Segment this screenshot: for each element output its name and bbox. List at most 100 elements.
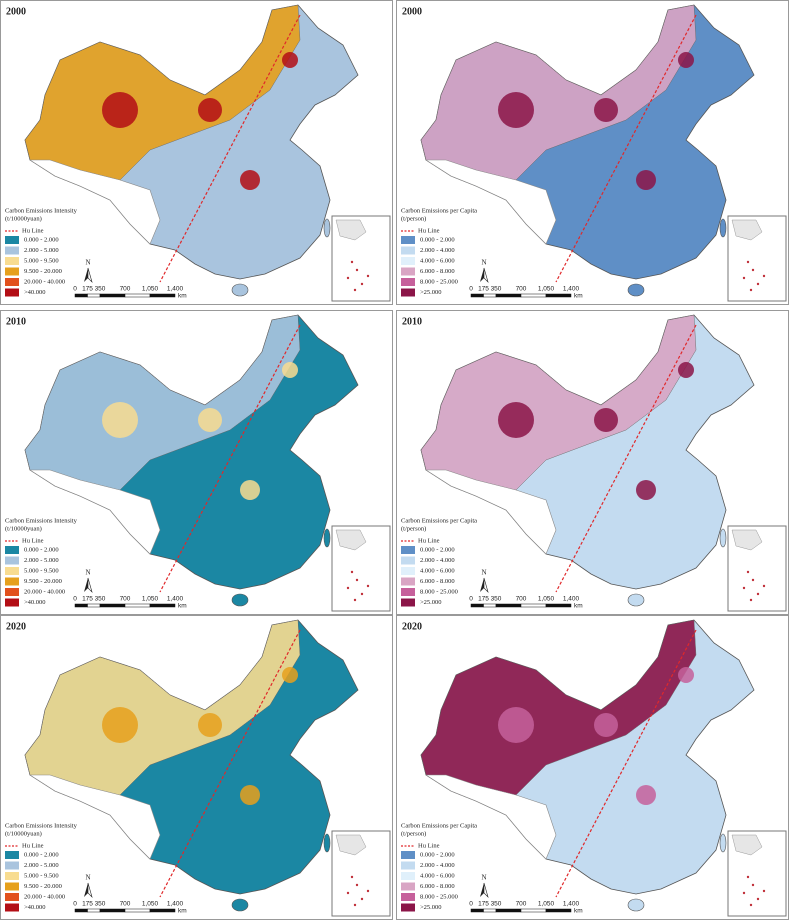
scale-label: 0	[73, 596, 77, 603]
scale-label: 1,400	[563, 596, 580, 603]
scale-label: 1,400	[563, 901, 580, 908]
scale-segment	[124, 603, 151, 608]
inset-island	[350, 875, 354, 879]
legend-title: Carbon Emissions per Capita	[401, 822, 477, 829]
legend-title: (t/10000yuan)	[5, 525, 42, 532]
north-arrow	[87, 267, 93, 284]
inset-island	[749, 288, 753, 292]
legend-swatch	[401, 278, 415, 286]
legend-swatch	[5, 893, 19, 901]
legend-label: >25.000	[420, 599, 442, 606]
scale-label: 175	[82, 286, 93, 293]
legend-label: 9.500 - 20.000	[24, 883, 62, 890]
inset-island	[355, 883, 359, 887]
region-patch	[636, 170, 656, 190]
legend-swatch	[401, 567, 415, 575]
scale-segment	[99, 908, 126, 913]
scale-label: 0	[469, 901, 473, 908]
legend-swatch	[401, 872, 415, 880]
legend-title: (t/10000yuan)	[5, 830, 42, 837]
hainan	[231, 898, 249, 912]
north-label: N	[481, 259, 486, 267]
scale-segment	[124, 293, 151, 298]
scale-label: 1,050	[142, 286, 159, 293]
inset-island	[762, 889, 766, 893]
region-patch	[240, 170, 260, 190]
scale-label: 0	[469, 286, 473, 293]
inset-island	[366, 889, 370, 893]
legend-title: (t/person)	[401, 215, 426, 222]
excluded-region	[424, 469, 557, 555]
scale-unit: km	[574, 293, 583, 300]
legend-label: 0.000 - 2.000	[420, 546, 455, 553]
scale-segment	[495, 908, 522, 913]
legend-label: >40.000	[24, 904, 46, 911]
panel-year: 2010	[402, 316, 422, 327]
hainan	[627, 898, 645, 912]
inset-island	[350, 570, 354, 574]
inset-island	[353, 598, 357, 602]
legend-swatch	[5, 257, 19, 265]
scale-segment	[520, 603, 547, 608]
scale-segment	[483, 908, 497, 913]
scale-segment	[74, 603, 88, 608]
scale-unit: km	[178, 603, 187, 610]
legend-label: 20.000 - 40.000	[24, 278, 65, 285]
scale-unit: km	[178, 908, 187, 915]
legend-label: 2.000 - 5.000	[24, 862, 59, 869]
scale-segment	[74, 908, 88, 913]
inset-island	[360, 592, 364, 596]
region-patch	[282, 362, 298, 378]
north-arrow	[84, 268, 88, 282]
region-fill	[24, 619, 301, 802]
excluded-region	[424, 774, 557, 860]
hu-line	[555, 14, 697, 283]
inset-island	[749, 903, 753, 907]
legend-title: Carbon Emissions per Capita	[401, 207, 477, 214]
scale-label: 1,050	[538, 286, 555, 293]
inset-island	[751, 578, 755, 582]
legend-swatch	[401, 588, 415, 596]
inset-island	[742, 586, 746, 590]
scale-unit: km	[574, 908, 583, 915]
legend-label: 5.000 - 9.500	[24, 257, 59, 264]
scale-label: 350	[95, 901, 106, 908]
legend-swatch	[401, 288, 415, 297]
region-patch	[594, 713, 618, 737]
map-panel: 2020 Carbon Emissions Intensity(t/10000yu…	[0, 615, 393, 920]
region-patch	[678, 362, 694, 378]
legend-swatch	[401, 577, 415, 586]
inset-island	[346, 586, 350, 590]
inset-island	[751, 268, 755, 272]
legend-label: 4.000 - 6.000	[420, 872, 455, 879]
inset-land	[731, 529, 763, 551]
region-patch	[636, 480, 656, 500]
legend-swatch	[401, 598, 415, 607]
legend-swatch	[5, 903, 19, 912]
legend-title: (t/person)	[401, 830, 426, 837]
north-arrow	[84, 883, 88, 897]
hainan	[231, 283, 249, 297]
scale-segment	[124, 908, 151, 913]
legend-label: 6.000 - 8.000	[420, 578, 455, 585]
region-patch	[594, 408, 618, 432]
legend-swatch	[401, 257, 415, 265]
legend-hu-label: Hu Line	[418, 537, 440, 544]
legend-label: 0.000 - 2.000	[24, 236, 59, 243]
scale-segment	[483, 293, 497, 298]
inset-island	[746, 260, 750, 264]
legend-swatch	[401, 851, 415, 859]
scale-label: 1,400	[167, 901, 184, 908]
scale-unit: km	[574, 603, 583, 610]
scale-segment	[149, 603, 176, 608]
map-panel: 2000 Carbon Emissions Intensity(t/10000yu…	[0, 0, 393, 305]
north-arrow	[480, 578, 484, 592]
hu-line	[159, 324, 301, 593]
legend-swatch	[5, 861, 19, 870]
scale-segment	[99, 293, 126, 298]
legend-label: 0.000 - 2.000	[24, 546, 59, 553]
legend-label: 9.500 - 20.000	[24, 578, 62, 585]
scale-label: 1,050	[538, 596, 555, 603]
excluded-region	[28, 469, 161, 555]
legend-label: 4.000 - 6.000	[420, 567, 455, 574]
